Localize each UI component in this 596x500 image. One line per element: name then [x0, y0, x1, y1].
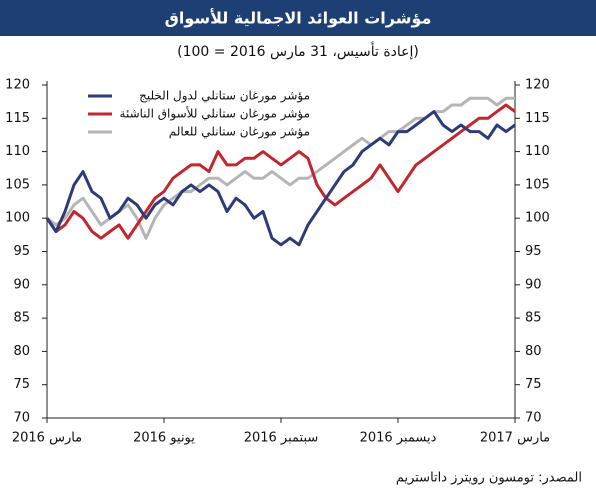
- legend-label: مؤشر مورغان ستانلي للعالم: [169, 125, 310, 140]
- y2-tick-label: 70: [525, 411, 542, 426]
- chart-title: مؤشرات العوائد الاجمالية للأسواق: [165, 9, 432, 28]
- legend-label: مؤشر مورغان ستانلي للأسواق الناشئة: [120, 106, 310, 122]
- y-tick-label: 75: [13, 377, 30, 392]
- y2-tick-label: 80: [525, 344, 542, 359]
- y-tick-label: 120: [5, 78, 30, 93]
- x-tick-label: سبتمبر 2016: [244, 431, 319, 446]
- series-line: [45, 110, 516, 247]
- y2-tick-label: 95: [525, 244, 542, 259]
- y-tick-label: 115: [5, 111, 30, 126]
- y-tick-label: 90: [13, 277, 30, 292]
- y-tick-label: 105: [5, 177, 30, 192]
- y2-tick-label: 105: [525, 177, 550, 192]
- title-bar: [0, 0, 596, 36]
- y-tick-label: 70: [13, 411, 30, 426]
- y-tick-label: 85: [13, 311, 30, 326]
- y-tick-label: 100: [5, 211, 30, 226]
- y2-tick-label: 90: [525, 277, 542, 292]
- x-tick-label: مارس 2017: [480, 431, 550, 446]
- y2-tick-label: 75: [525, 377, 542, 392]
- y2-tick-label: 120: [525, 78, 550, 93]
- chart-subtitle: (إعادة تأسيس، 31 مارس 2016 = 100): [177, 41, 419, 60]
- y-tick-label: 95: [13, 244, 30, 259]
- x-tick-label: ديسمبر 2016: [360, 431, 437, 446]
- y2-tick-label: 115: [525, 111, 550, 126]
- source-note: المصدر: تومسون رويترز داتاستريم: [396, 471, 582, 486]
- legend-label: مؤشر مورغان ستانلي لدول الخليج: [139, 89, 310, 104]
- x-tick-label: يونيو 2016: [133, 431, 195, 446]
- series-line: [45, 103, 516, 240]
- y2-tick-label: 100: [525, 211, 550, 226]
- y-tick-label: 80: [13, 344, 30, 359]
- series-line: [46, 96, 515, 240]
- y-tick-label: 110: [5, 144, 30, 159]
- y2-tick-label: 85: [525, 311, 542, 326]
- x-tick-label: مارس 2016: [12, 431, 82, 446]
- y2-tick-label: 110: [525, 144, 550, 159]
